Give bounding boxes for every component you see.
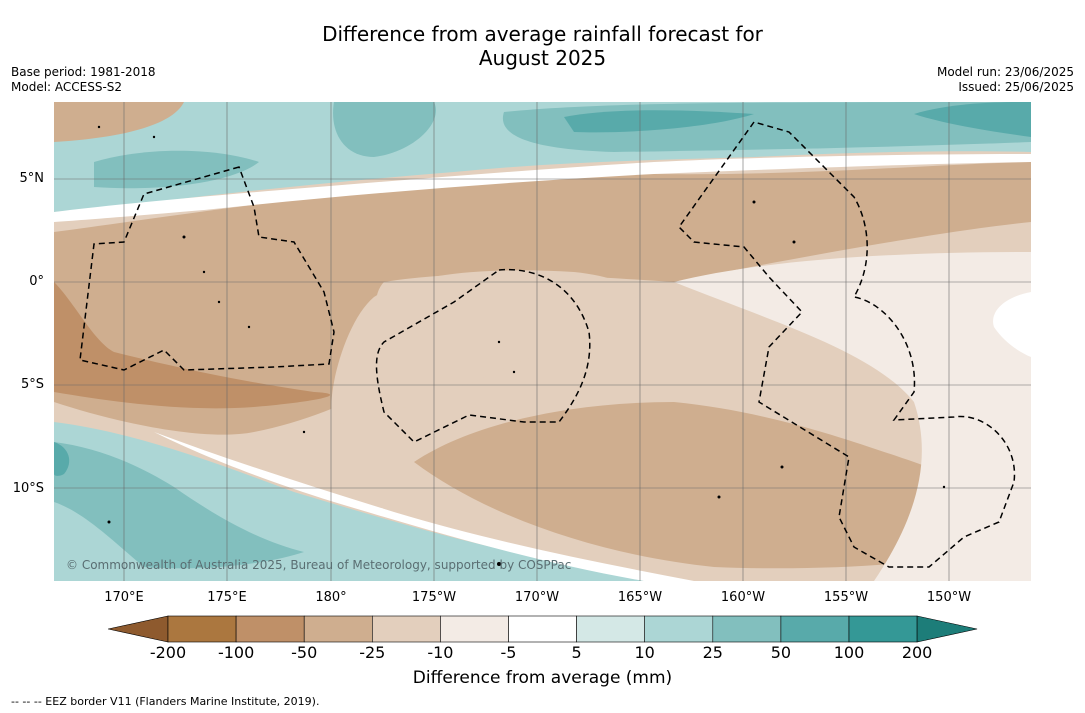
colorbar-tick-label: 25	[702, 643, 723, 662]
lon-label-150w: 150°W	[926, 590, 972, 605]
band-teal-north-3	[564, 110, 754, 133]
copyright-credit: © Commonwealth of Australia 2025, Bureau…	[66, 558, 572, 572]
band-white-east	[993, 292, 1031, 357]
colorbar-tick-label: 10	[634, 643, 655, 662]
band-teal-north-5	[333, 102, 436, 157]
eez-east	[678, 121, 1016, 568]
islands	[97, 125, 946, 566]
eez-borders	[79, 121, 1016, 568]
lat-label-10s: 10°S	[12, 481, 44, 496]
band-teal-south-2	[54, 442, 304, 569]
map-gridlines	[54, 102, 1031, 581]
colorbar-arrow-left	[107, 615, 169, 643]
colorbar-title: Difference from average (mm)	[412, 668, 673, 688]
model-run: Model run: 23/06/2025	[936, 65, 1074, 79]
colorbar-svg	[107, 615, 978, 643]
colorbar-swatch	[371, 615, 441, 643]
colorbar-tick-label: 100	[833, 643, 865, 662]
meta-right: Model run: 23/06/2025 Issued: 25/06/2025	[937, 65, 1074, 95]
title-line-2: August 2025	[478, 46, 607, 70]
colorbar-arrow-right	[916, 615, 978, 643]
lon-label-175e: 175°E	[207, 590, 247, 605]
eez-central	[375, 268, 591, 443]
colorbar-tick-label: -25	[359, 643, 386, 662]
colorbar-tick-label: 50	[770, 643, 792, 662]
lon-label-165w: 165°W	[617, 590, 663, 605]
meta-left: Base period: 1981-2018 Model: ACCESS-S2	[11, 65, 156, 95]
lon-label-180: 180°	[315, 590, 347, 605]
band-light-east	[674, 252, 1031, 581]
colorbar-tick-label: -200	[149, 643, 187, 662]
band-brown-main	[54, 162, 1031, 435]
band-teal-north-4	[914, 102, 1031, 137]
rainfall-map	[54, 102, 1031, 581]
lon-label-155w: 155°W	[823, 590, 869, 605]
colorbar	[107, 614, 978, 648]
map-title: Difference from average rainfall forecas…	[0, 22, 1085, 70]
band-brown-nw	[54, 102, 184, 142]
lon-label-175w: 175°W	[411, 590, 457, 605]
colorbar-tick-label: -10	[427, 643, 454, 662]
band-brown-south	[414, 402, 1004, 569]
title-line-1: Difference from average rainfall forecas…	[322, 22, 763, 46]
colorbar-swatch	[440, 615, 509, 643]
colorbar-swatch	[644, 615, 714, 643]
colorbar-swatch	[235, 615, 305, 643]
colorbar-swatch	[780, 615, 850, 643]
colorbar-tick-label: -50	[291, 643, 318, 662]
band-plume-mid	[331, 270, 637, 424]
lat-label-5s: 5°S	[20, 377, 44, 392]
colorbar-swatch	[576, 615, 646, 643]
colorbar-tick-label: -100	[217, 643, 255, 662]
band-teal-south-3	[54, 442, 70, 476]
colorbar-swatch	[712, 615, 782, 643]
colorbar-swatch	[167, 615, 237, 643]
colorbar-tick-label: 200	[901, 643, 933, 662]
model-name: Model: ACCESS-S2	[11, 80, 123, 94]
lon-label-170e: 170°E	[104, 590, 144, 605]
eez-legend-footer: -- -- -- EEZ border V11 (Flanders Marine…	[11, 695, 320, 708]
issued-date: Issued: 25/06/2025	[958, 80, 1074, 94]
colorbar-swatch	[848, 615, 918, 643]
band-white-north	[54, 154, 1031, 222]
colorbar-tick-label: 5	[571, 643, 582, 662]
colorbar-tick-label: -5	[500, 643, 517, 662]
eez-west	[79, 166, 335, 371]
map-svg	[54, 102, 1031, 581]
lat-label-5n: 5°N	[19, 171, 45, 186]
lat-label-0: 0°	[29, 274, 44, 289]
band-dark-brown-west	[54, 282, 331, 409]
lon-label-170w: 170°W	[514, 590, 560, 605]
lon-label-160w: 160°W	[720, 590, 766, 605]
base-period: Base period: 1981-2018	[11, 65, 156, 79]
colorbar-swatch	[303, 615, 373, 643]
colorbar-swatch	[508, 615, 577, 643]
